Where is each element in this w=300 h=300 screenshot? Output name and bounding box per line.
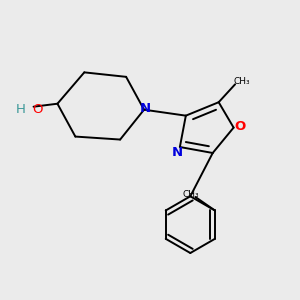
Text: H: H (16, 103, 26, 116)
Text: O: O (235, 120, 246, 133)
Text: N: N (140, 102, 151, 115)
Text: CH₃: CH₃ (183, 190, 199, 199)
Text: CH₃: CH₃ (233, 77, 250, 86)
Text: O: O (32, 103, 43, 116)
Text: N: N (171, 146, 182, 159)
